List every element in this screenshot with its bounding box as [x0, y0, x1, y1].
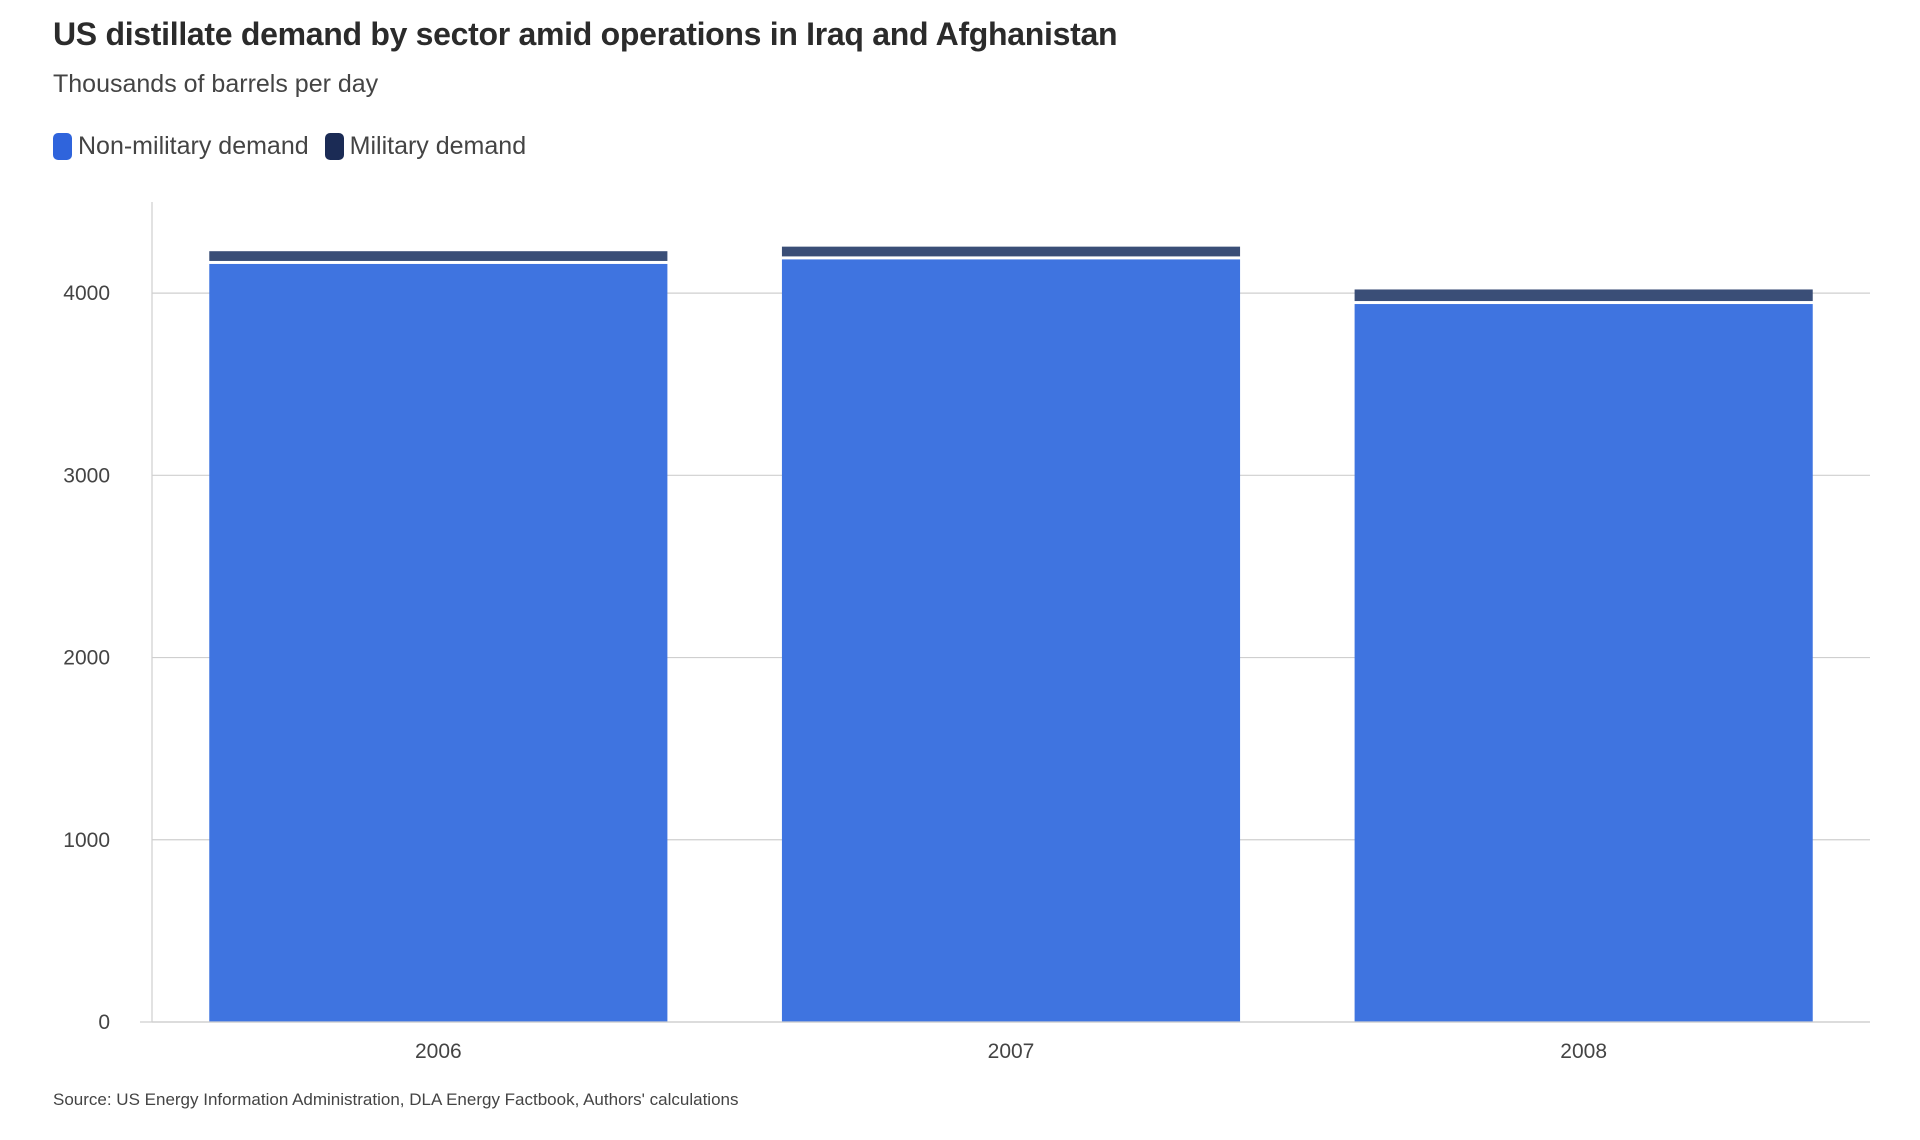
legend-label-non-military: Non-military demand: [78, 132, 309, 160]
bar-non-military-2008: [1354, 304, 1813, 1022]
y-tick-label: 4000: [63, 282, 110, 305]
y-tick-label: 1000: [63, 829, 110, 852]
legend-item-non-military[interactable]: Non-military demand: [53, 132, 309, 161]
bar-non-military-2007: [781, 259, 1241, 1022]
bar-military-2007: [781, 246, 1241, 257]
bar-military-2006: [209, 251, 668, 261]
chart-subtitle: Thousands of barrels per day: [53, 70, 379, 98]
legend-swatch-non-military: [53, 133, 72, 160]
legend-item-military[interactable]: Military demand: [324, 132, 527, 161]
bar-non-military-2006: [209, 263, 668, 1022]
y-tick-label: 2000: [63, 647, 110, 670]
y-tick-label: 0: [98, 1011, 110, 1034]
legend-swatch-military: [324, 133, 344, 160]
legend-label-military: Military demand: [349, 132, 527, 160]
x-tick-label: 2007: [988, 1040, 1035, 1063]
chart-title: US distillate demand by sector amid oper…: [53, 16, 1118, 52]
source-note: Source: US Energy Information Administra…: [53, 1090, 739, 1109]
legend: Non-military demand Military demand: [53, 132, 526, 161]
bar-military-2008: [1354, 289, 1813, 302]
x-tick-label: 2008: [1560, 1040, 1607, 1063]
y-tick-label: 3000: [63, 464, 110, 487]
x-tick-label: 2006: [415, 1040, 462, 1063]
